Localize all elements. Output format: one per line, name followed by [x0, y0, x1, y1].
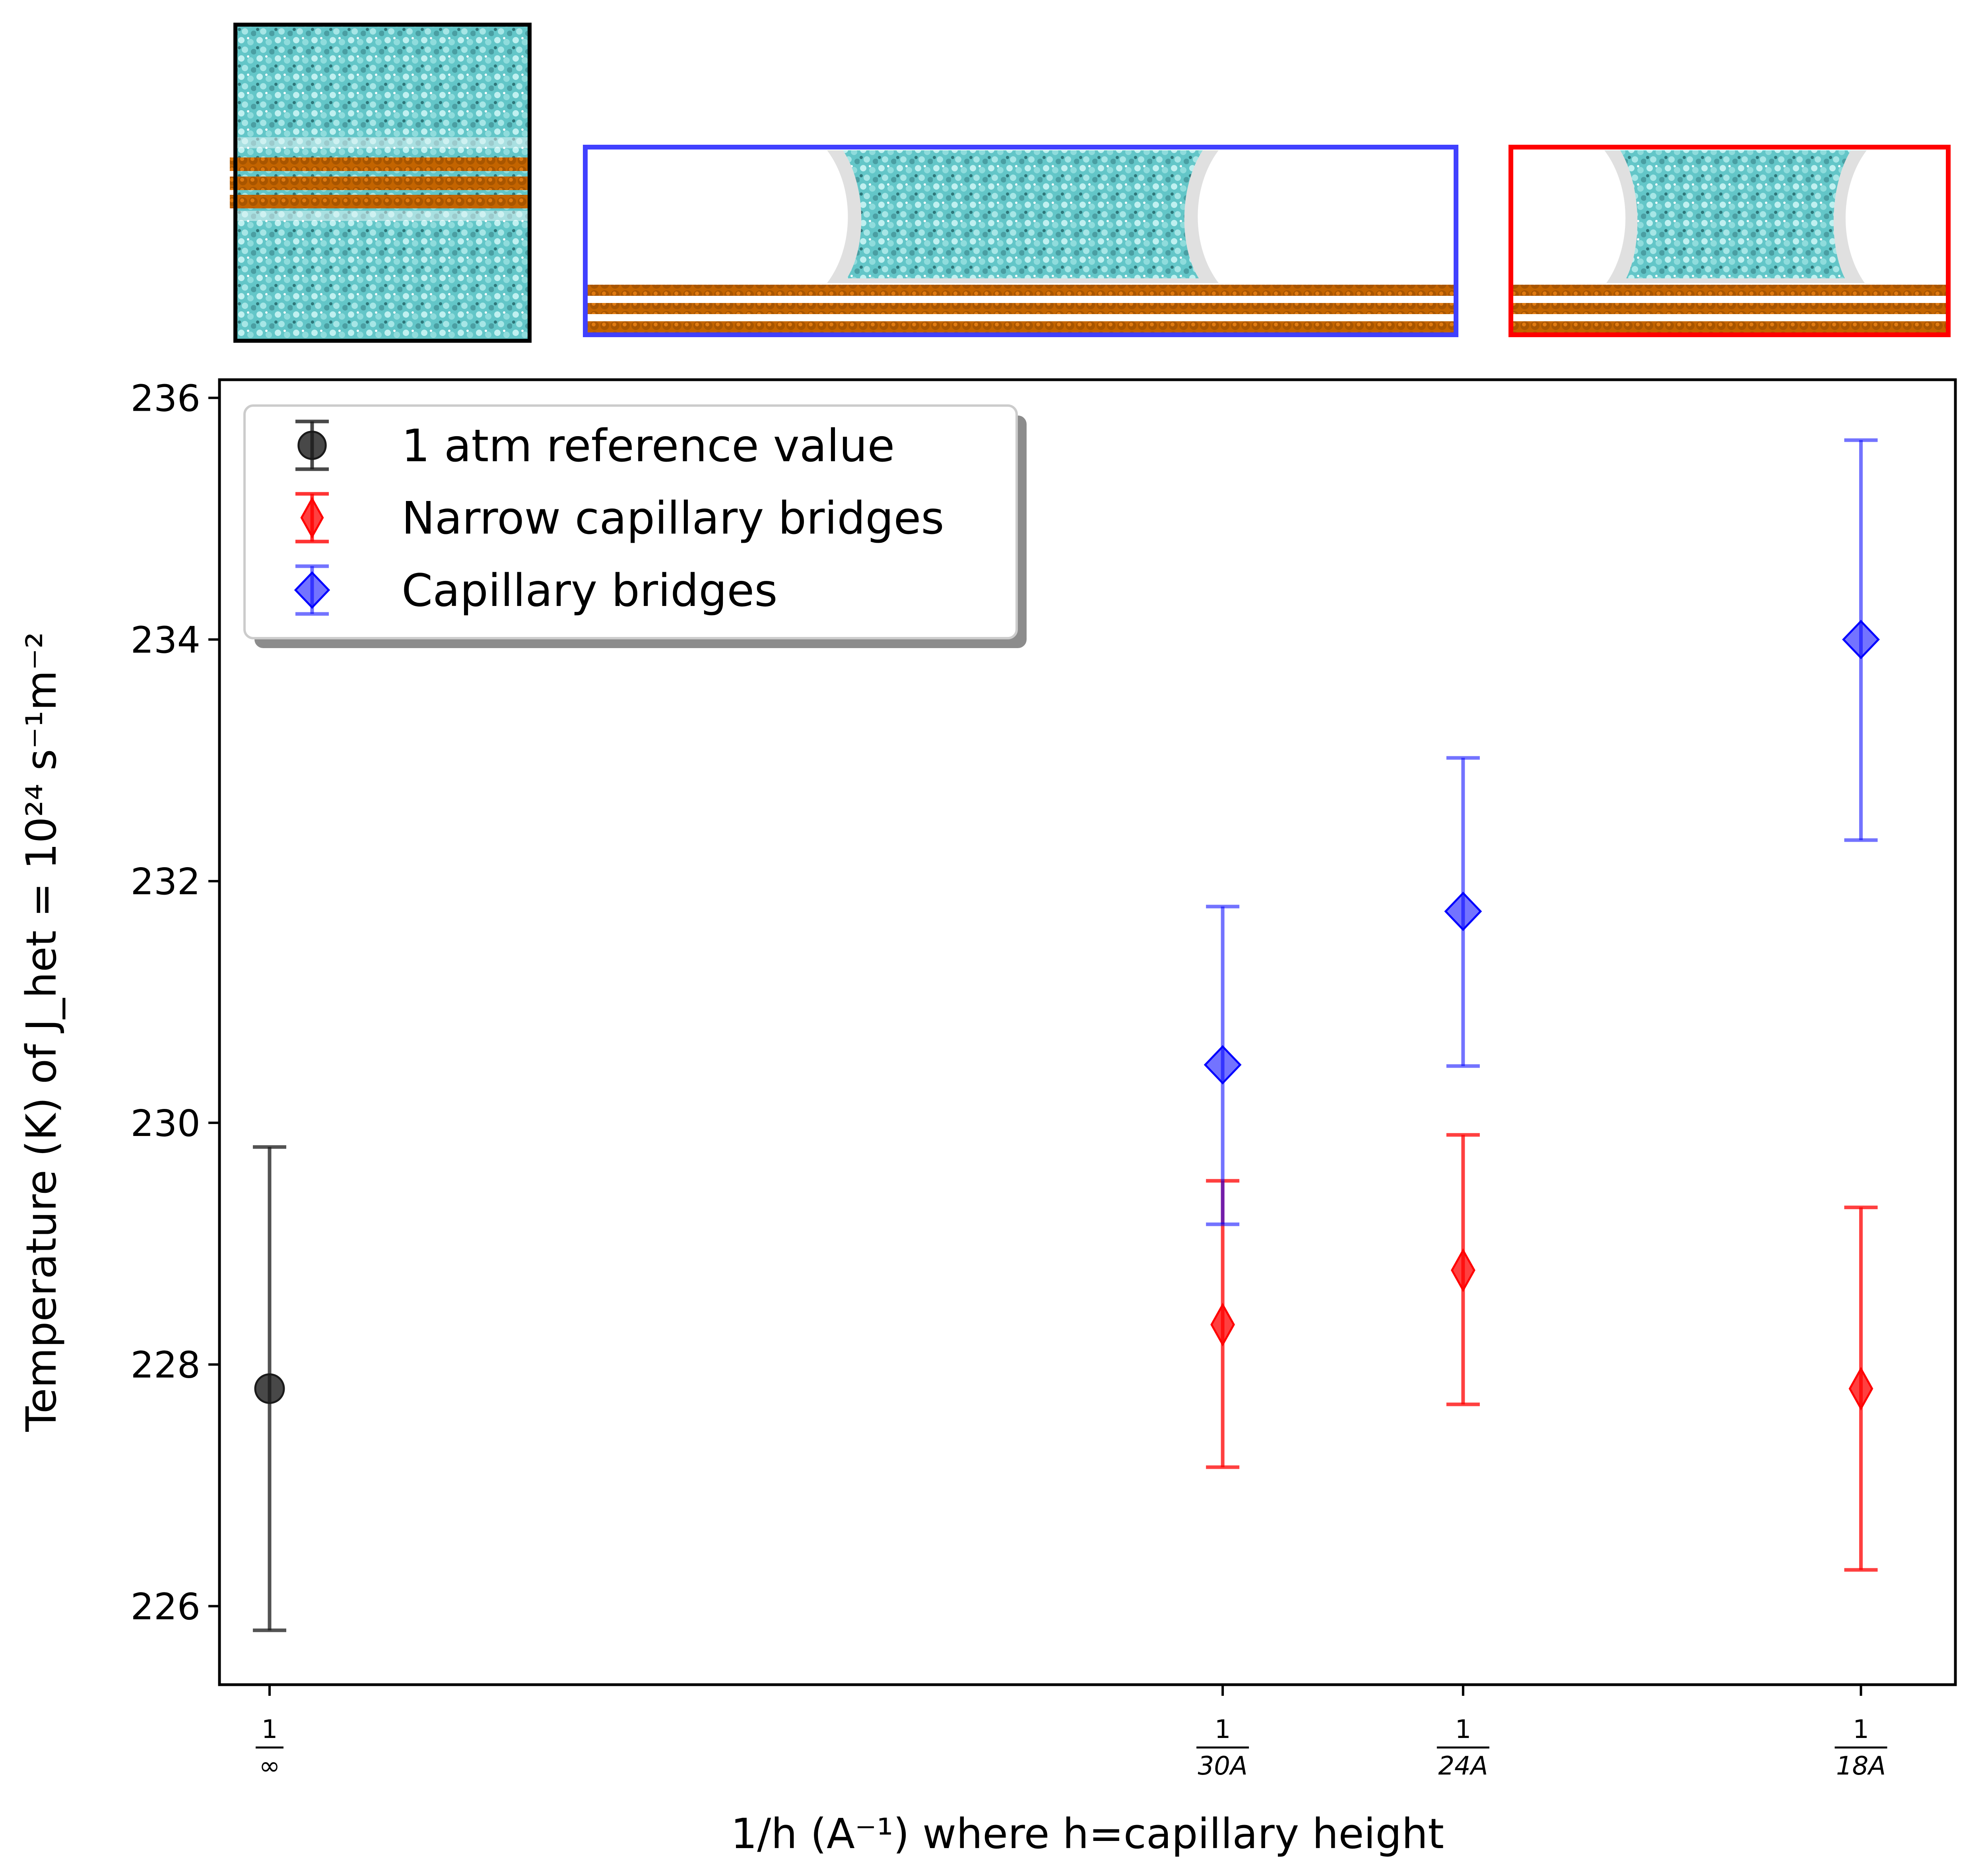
data-point	[1848, 1367, 1873, 1411]
y-tick-label: 236	[130, 377, 200, 420]
data-point	[254, 1373, 285, 1404]
legend: 1 atm reference value Narrow capillary br…	[243, 404, 1027, 648]
y-axis-ticks: 226 228 230 232 234 236	[130, 377, 219, 1628]
data-marks	[252, 438, 1880, 1632]
legend-label: 1 atm reference value	[402, 420, 895, 472]
x-tick-label-denominator: ∞	[259, 1751, 280, 1781]
x-tick-label-denominator: 30A	[1198, 1751, 1248, 1781]
data-point	[1210, 1303, 1235, 1347]
y-tick-label: 232	[130, 860, 200, 903]
inset-capillary-bridge	[583, 145, 1458, 337]
data-point	[1842, 619, 1880, 659]
x-tick-label-denominator: 24A	[1438, 1751, 1488, 1781]
legend-box	[243, 404, 1018, 639]
plot-frame	[218, 378, 1957, 1686]
legend-items: 1 atm reference value Narrow capillary br…	[294, 419, 944, 617]
x-axis-label: 1/h (A⁻¹) where h=capillary height	[731, 1810, 1444, 1858]
legend-marker	[297, 431, 327, 460]
y-tick-label: 230	[130, 1102, 200, 1145]
x-tick-label-denominator: 18A	[1836, 1751, 1886, 1781]
y-tick-label: 226	[130, 1585, 200, 1628]
snapshot-insets	[230, 23, 1951, 343]
x-tick-label-numerator: 1	[1455, 1715, 1471, 1744]
x-tick-label-numerator: 1	[1853, 1715, 1869, 1744]
legend-label: Capillary bridges	[402, 565, 778, 617]
y-tick-label: 228	[130, 1344, 200, 1386]
data-point	[1450, 1248, 1475, 1292]
x-axis-ticks: 1 ∞ 1 30A 1 24A 1 18A	[255, 1685, 1887, 1781]
x-tick-label-numerator: 1	[1215, 1715, 1231, 1744]
y-tick-label: 234	[130, 619, 200, 661]
legend-marker	[300, 497, 324, 539]
y-axis-label: Temperature (K) of J_het = 10²⁴ s⁻¹m⁻²	[17, 632, 66, 1432]
x-tick-label-numerator: 1	[262, 1715, 278, 1744]
data-point	[1444, 891, 1482, 931]
inset-bulk-reference	[230, 23, 532, 343]
legend-label: Narrow capillary bridges	[402, 493, 944, 544]
inset-narrow-capillary-bridge	[1508, 145, 1951, 337]
data-point	[1204, 1045, 1242, 1085]
legend-marker	[294, 571, 330, 609]
